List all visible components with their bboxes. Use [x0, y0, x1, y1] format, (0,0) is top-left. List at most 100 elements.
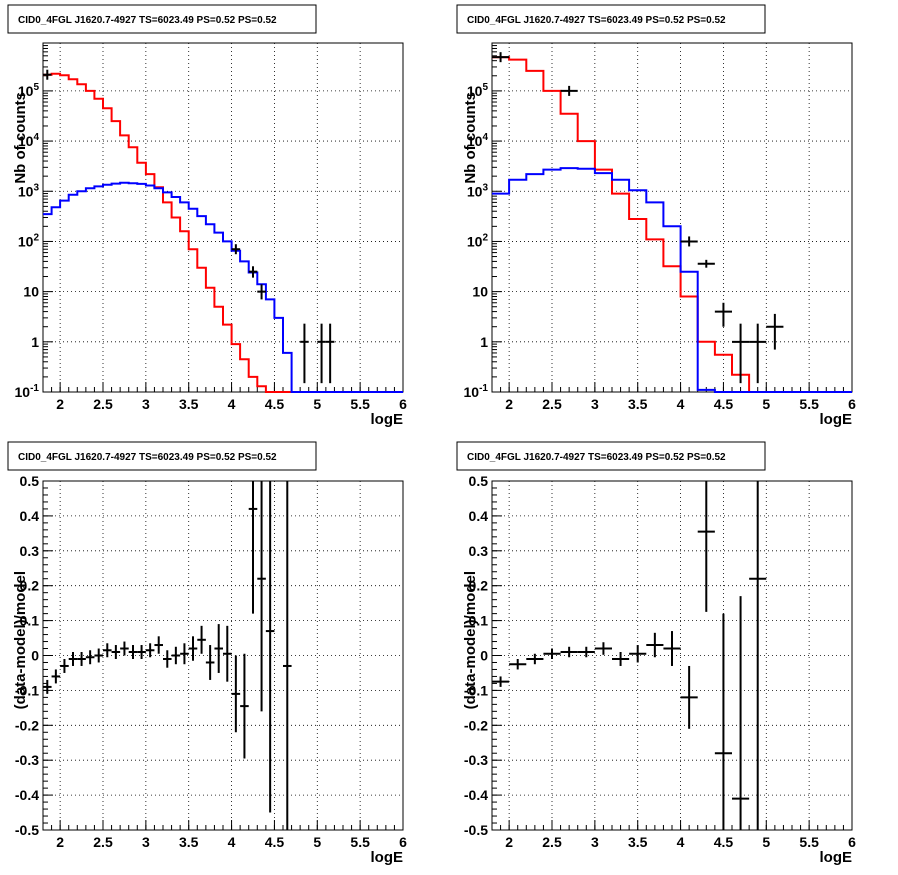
- chart-panel-2: CID0_4FGL J1620.7-4927 TS=6023.49 PS=0.5…: [456, 4, 856, 428]
- residual-point: [680, 665, 698, 729]
- x-tick-label: 4: [228, 396, 236, 412]
- x-tick-label: 2.5: [542, 396, 562, 412]
- x-tick-label: 2: [56, 396, 64, 412]
- y-axis-label: Nb of counts: [462, 92, 479, 184]
- x-tick-label: 5.5: [350, 396, 370, 412]
- data-point: [749, 323, 767, 384]
- residual-point: [77, 652, 86, 666]
- residual-point: [265, 481, 275, 813]
- y-tick-label: -0.5: [464, 822, 488, 838]
- y-tick-label: 104: [467, 132, 489, 149]
- residual-point: [231, 655, 241, 733]
- residual-point: [197, 625, 206, 654]
- residual-point: [94, 648, 103, 663]
- series-line-blue: [43, 181, 403, 393]
- y-tick-label: -0.1: [15, 682, 39, 698]
- residual-point: [205, 645, 215, 680]
- y-tick-label: 10: [23, 284, 39, 300]
- residual-point: [509, 658, 527, 670]
- residual-point: [188, 636, 198, 661]
- residual-point: [629, 645, 647, 663]
- residual-point: [68, 652, 78, 666]
- y-tick-label: 0.4: [469, 508, 489, 524]
- y-tick-label: -0.5: [15, 822, 39, 838]
- data-point: [317, 323, 326, 384]
- data-point: [325, 323, 335, 384]
- y-axis-label: (data-model)/model: [462, 571, 479, 709]
- x-tick-label: 5.5: [350, 834, 370, 850]
- y-tick-label: 0.2: [469, 578, 489, 594]
- residual-point: [85, 650, 95, 665]
- y-tick-label: -0.3: [464, 752, 488, 768]
- y-tick-label: -0.2: [464, 717, 488, 733]
- y-axis-label: Nb of counts: [12, 92, 29, 184]
- residual-point: [248, 481, 258, 614]
- x-tick-label: 3.5: [179, 834, 199, 850]
- residual-point: [145, 643, 155, 658]
- residual-point: [749, 481, 767, 830]
- residual-point: [560, 646, 578, 658]
- residual-point: [103, 643, 112, 658]
- residual-point: [180, 643, 189, 665]
- x-axis-label: logE: [371, 411, 404, 428]
- residual-point: [732, 596, 750, 830]
- y-tick-label: -0.2: [15, 717, 39, 733]
- data-point: [248, 266, 258, 278]
- x-tick-label: 3: [591, 834, 599, 850]
- chart-title: CID0_4FGL J1620.7-4927 TS=6023.49 PS=0.5…: [18, 452, 277, 463]
- residual-point: [51, 669, 61, 684]
- residual-point: [223, 625, 232, 682]
- data-point: [492, 52, 510, 63]
- residual-point: [663, 631, 681, 666]
- data-point: [231, 244, 241, 255]
- x-axis-label: logE: [820, 849, 853, 866]
- residual-point: [163, 650, 172, 668]
- data-point: [300, 323, 309, 384]
- residual-point: [120, 641, 129, 656]
- x-tick-label: 5.5: [799, 396, 819, 412]
- residual-point: [577, 646, 595, 658]
- x-tick-label: 2.5: [93, 396, 113, 412]
- y-tick-label: 0: [480, 648, 488, 664]
- x-tick-label: 2.5: [542, 834, 562, 850]
- data-point: [257, 284, 266, 300]
- x-tick-label: 4: [677, 834, 685, 850]
- y-tick-label: 0.1: [469, 613, 489, 629]
- residual-point: [214, 624, 223, 673]
- y-tick-label: 0.5: [469, 473, 489, 489]
- data-point: [766, 313, 784, 350]
- x-tick-label: 4.5: [714, 396, 734, 412]
- residual-point: [240, 653, 249, 759]
- x-tick-label: 3.5: [628, 396, 648, 412]
- y-tick-label: 102: [467, 232, 489, 249]
- y-tick-label: 105: [467, 82, 489, 99]
- y-tick-label: 0.5: [20, 473, 40, 489]
- title-box: [7, 4, 317, 34]
- title-box: [456, 4, 766, 34]
- x-tick-label: 2.5: [93, 834, 113, 850]
- x-tick-label: 5.5: [799, 834, 819, 850]
- residual-point: [111, 645, 121, 659]
- y-tick-label: 0.1: [20, 613, 40, 629]
- data-point: [732, 323, 750, 384]
- residual-point: [646, 632, 664, 658]
- residual-point: [60, 658, 69, 673]
- y-tick-label: 0.2: [20, 578, 40, 594]
- x-tick-label: 5: [762, 396, 770, 412]
- y-axis-label: (data-model)/model: [12, 571, 29, 709]
- y-tick-label: -0.1: [464, 682, 488, 698]
- x-tick-label: 3.5: [628, 834, 648, 850]
- x-tick-label: 3: [142, 834, 150, 850]
- residual-point: [257, 481, 266, 712]
- residual-point: [594, 642, 612, 655]
- data-point: [714, 302, 732, 327]
- y-tick-label: 10: [472, 284, 488, 300]
- title-box: [456, 441, 766, 471]
- y-tick-label: 104: [18, 132, 40, 149]
- residual-point: [526, 653, 544, 665]
- y-tick-label: 0.3: [469, 543, 489, 559]
- data-point: [680, 236, 698, 247]
- plot-frame: [491, 42, 853, 393]
- x-tick-label: 6: [399, 396, 407, 412]
